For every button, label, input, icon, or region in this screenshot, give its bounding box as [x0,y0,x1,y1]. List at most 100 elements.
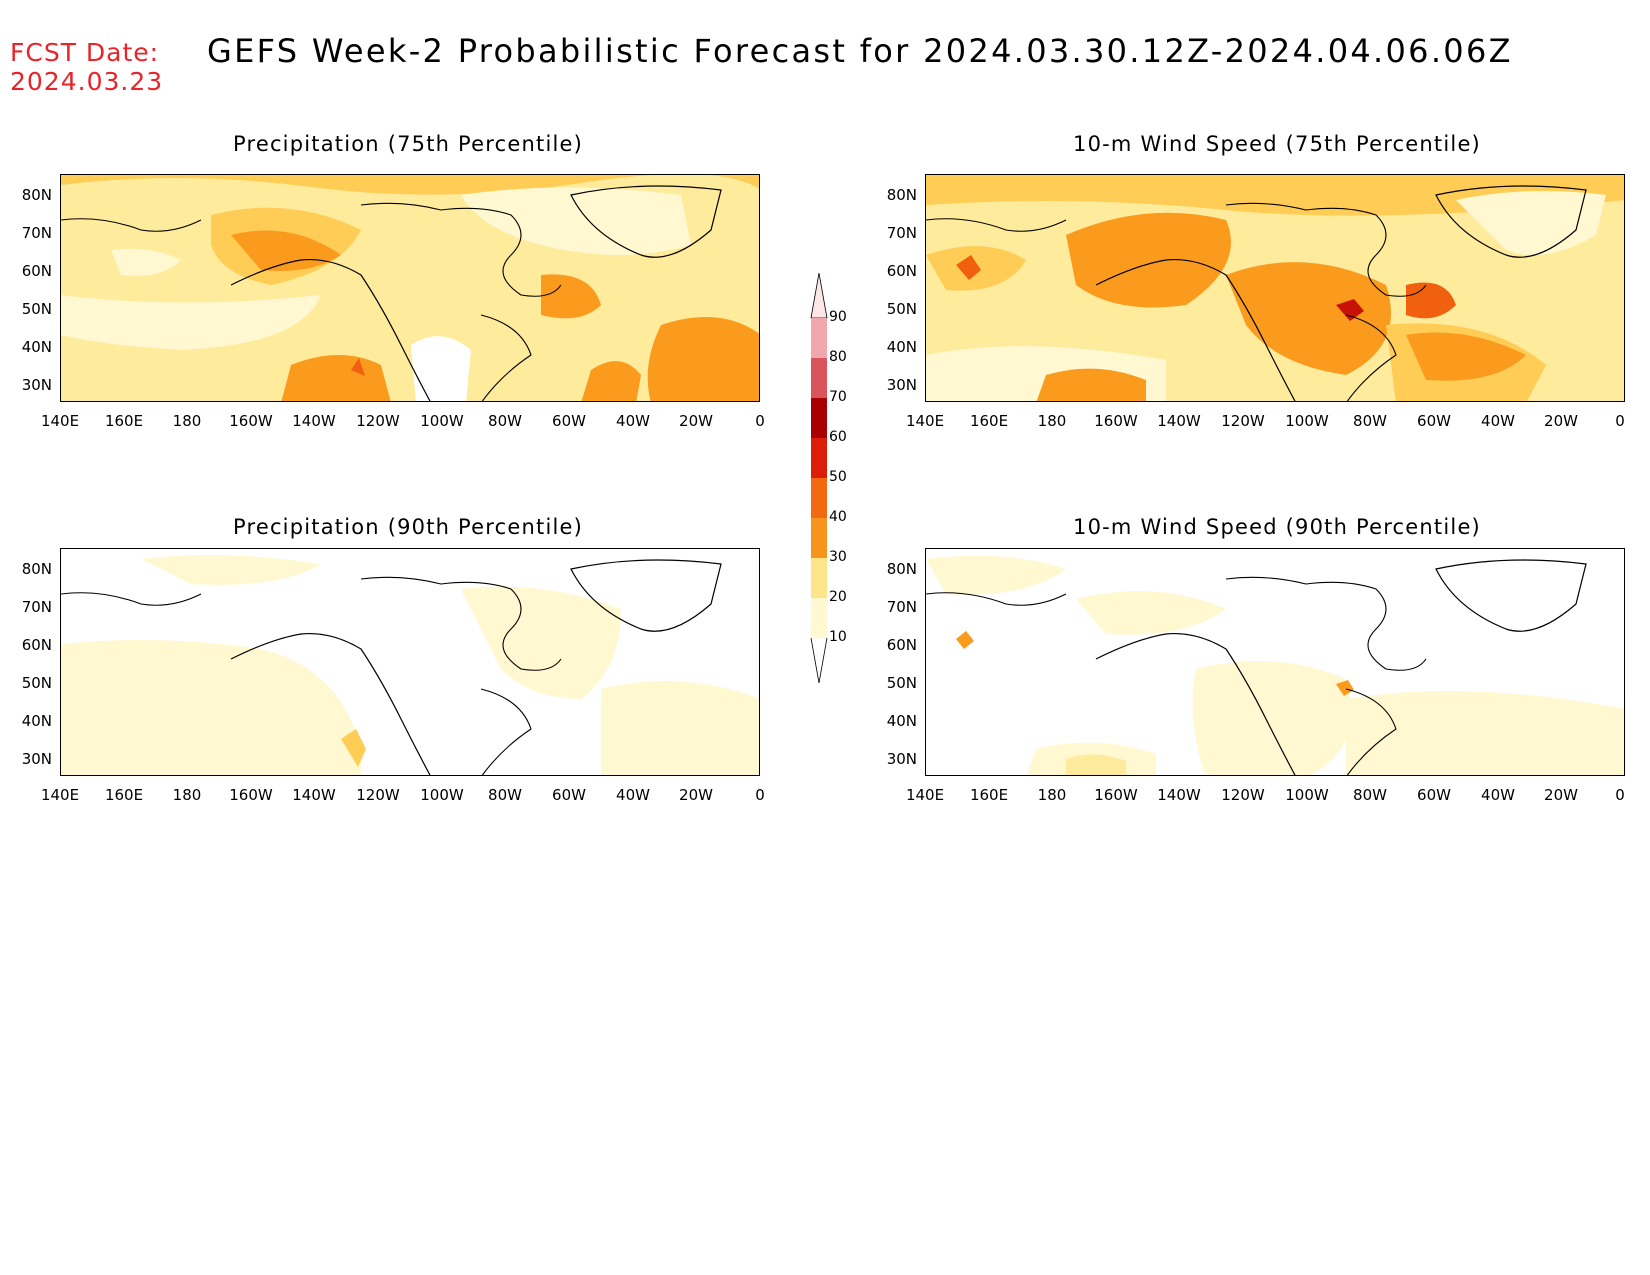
lon-label: 20W [1544,786,1578,804]
lon-label: 100W [420,786,464,804]
colorbar-label: 90 [829,309,847,325]
panel-title-wind-75: 10-m Wind Speed (75th Percentile) [1073,132,1481,156]
lon-label: 0 [1615,786,1625,804]
lon-label: 140W [1157,786,1201,804]
colorbar-cap-bottom [810,637,828,683]
lat-label: 40N [886,338,917,356]
lon-label: 180 [1037,412,1067,430]
lon-label: 40W [616,412,650,430]
page-title: GEFS Week-2 Probabilistic Forecast for 2… [207,32,1513,70]
lon-label: 0 [755,786,765,804]
lon-label: 140W [1157,412,1201,430]
lon-label: 0 [755,412,765,430]
lon-label: 160E [104,786,144,804]
lat-label: 60N [21,262,52,280]
colorbar-label: 50 [829,469,847,485]
map-wind-75 [925,174,1625,402]
lat-label: 80N [886,560,917,578]
lon-label: 140E [905,412,945,430]
lon-label: 120W [1221,786,1265,804]
colorbar-cap-top [810,273,828,319]
lon-label: 40W [1481,786,1515,804]
lat-label: 50N [886,674,917,692]
lon-label: 80W [488,786,522,804]
lon-label: 60W [1417,786,1451,804]
lat-label: 50N [21,300,52,318]
lon-label: 160W [229,412,273,430]
lat-label: 70N [21,224,52,242]
lon-label: 20W [679,786,713,804]
map-wind-90-field [926,549,1624,775]
lon-label: 60W [552,412,586,430]
panel-title-precip-75: Precipitation (75th Percentile) [232,132,584,156]
colorbar-label: 60 [829,429,847,445]
forecast-date-label: FCST Date: [10,38,160,67]
lat-label: 80N [886,186,917,204]
colorbar-segment [811,598,827,638]
map-precip-75 [60,174,760,402]
colorbar-segment [811,478,827,518]
lon-label: 100W [1285,412,1329,430]
lon-label: 160E [969,412,1009,430]
colorbar [810,273,828,683]
lon-label: 180 [172,786,202,804]
lon-label: 140W [292,412,336,430]
lat-label: 40N [21,338,52,356]
lon-label: 20W [679,412,713,430]
lon-label: 60W [1417,412,1451,430]
lon-label: 160W [229,786,273,804]
map-precip-75-field [61,175,759,401]
lat-label: 30N [886,750,917,768]
colorbar-label: 70 [829,389,847,405]
lon-label: 20W [1544,412,1578,430]
colorbar-segment [811,358,827,398]
lon-label: 40W [616,786,650,804]
lat-label: 40N [886,712,917,730]
colorbar-segment [811,558,827,598]
colorbar-segment [811,518,827,558]
colorbar-label: 40 [829,509,847,525]
lon-label: 160W [1094,786,1138,804]
map-precip-90-field [61,549,759,775]
lon-label: 120W [1221,412,1265,430]
lat-label: 30N [21,750,52,768]
lat-label: 60N [21,636,52,654]
lat-label: 50N [886,300,917,318]
lat-label: 50N [21,674,52,692]
panel-title-precip-90: Precipitation (90th Percentile) [232,515,584,539]
colorbar-label: 10 [829,629,847,645]
colorbar-segment [811,318,827,358]
map-wind-90 [925,548,1625,776]
colorbar-label: 80 [829,349,847,365]
map-wind-75-field [926,175,1624,401]
lon-label: 100W [420,412,464,430]
lon-label: 40W [1481,412,1515,430]
colorbar-segment [811,398,827,438]
lon-label: 180 [1037,786,1067,804]
lon-label: 80W [488,412,522,430]
colorbar-segment [811,438,827,478]
lat-label: 60N [886,636,917,654]
forecast-date-block: FCST Date: 2024.03.23 [10,38,163,96]
lat-label: 30N [886,376,917,394]
lon-label: 160E [969,786,1009,804]
lon-label: 60W [552,786,586,804]
lat-label: 30N [21,376,52,394]
lon-label: 100W [1285,786,1329,804]
lon-label: 0 [1615,412,1625,430]
lon-label: 160W [1094,412,1138,430]
lat-label: 40N [21,712,52,730]
lat-label: 70N [886,598,917,616]
lon-label: 160E [104,412,144,430]
lat-label: 80N [21,186,52,204]
panel-title-wind-90: 10-m Wind Speed (90th Percentile) [1073,515,1481,539]
lon-label: 180 [172,412,202,430]
lat-label: 70N [21,598,52,616]
colorbar-label: 20 [829,589,847,605]
lon-label: 80W [1353,786,1387,804]
lon-label: 140E [40,786,80,804]
lat-label: 60N [886,262,917,280]
lon-label: 140E [905,786,945,804]
map-precip-90 [60,548,760,776]
lon-label: 120W [356,786,400,804]
